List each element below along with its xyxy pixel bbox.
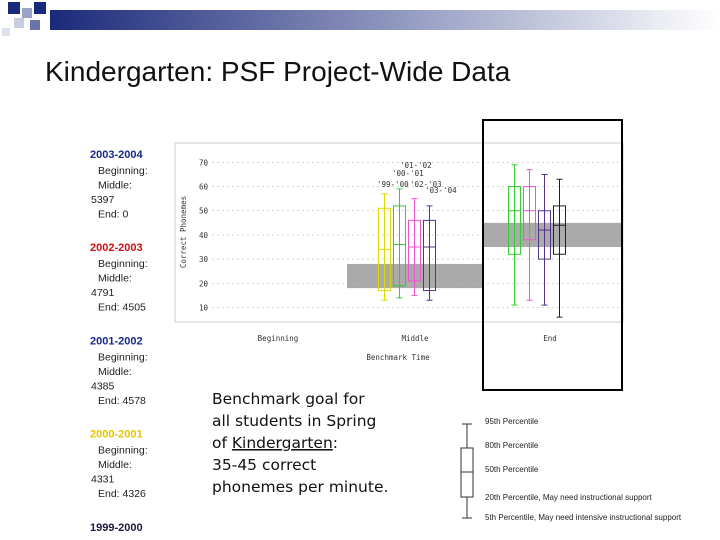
box — [538, 210, 551, 260]
sidebar-line: End: 4578 — [98, 395, 146, 407]
box — [423, 219, 436, 292]
sidebar-year: 2003-2004 — [90, 149, 143, 161]
sidebar-year: 2001-2002 — [90, 335, 143, 347]
sidebar-line: Middle: — [98, 366, 132, 378]
y-tick-label: 50 — [199, 207, 209, 216]
box — [408, 219, 421, 282]
legend-label: 20th Percentile, May need instructional … — [485, 493, 653, 502]
y-tick-label: 70 — [199, 158, 209, 167]
series-label: '02-'03 — [410, 180, 442, 189]
goal-part: of — [212, 434, 232, 452]
legend-label: 50th Percentile — [485, 465, 539, 474]
x-tick-label: Beginning — [258, 334, 299, 343]
series-label: '03-'04 — [425, 186, 457, 195]
y-tick-label: 10 — [199, 303, 209, 312]
header-decoration — [2, 2, 720, 36]
highlight-box — [482, 119, 623, 391]
sidebar-line: Beginning: — [98, 445, 148, 457]
sidebar-year: 2002-2003 — [90, 242, 143, 254]
series-label: '01-'02 — [400, 161, 432, 170]
y-axis-label: Correct Phonemes — [179, 196, 188, 268]
box — [523, 186, 536, 241]
goal-text: Benchmark goal for all students in Spring… — [212, 390, 388, 496]
goal-part: : — [333, 434, 338, 452]
goal-line: all students in Spring — [212, 412, 376, 430]
series-label: '00-'01 — [392, 169, 424, 178]
legend-diagram — [460, 423, 474, 519]
y-tick-label: 40 — [199, 231, 209, 240]
box — [393, 205, 406, 287]
sidebar-line: End: 4505 — [98, 302, 146, 314]
x-tick-label: End — [543, 334, 557, 343]
goal-line: Benchmark goal for — [212, 390, 365, 408]
sidebar-year: 2000-2001 — [90, 429, 143, 441]
sidebar-line: Beginning: — [98, 351, 148, 363]
box — [553, 205, 566, 255]
sidebar-line: 4385 — [91, 380, 115, 392]
goal-line: phonemes per minute. — [212, 478, 388, 496]
sidebar-line: End: 0 — [98, 209, 129, 221]
goal-part: all students in Spring — [212, 412, 376, 430]
goal-part: Kindergarten — [232, 434, 333, 452]
legend-label: 95th Percentile — [485, 417, 539, 426]
sidebar-line: End: 4326 — [98, 488, 146, 500]
sidebar: 2003-2004 Beginning: Middle: 5397 End: 0 2002… — [90, 149, 148, 534]
x-axis-label: Benchmark Time — [366, 353, 430, 362]
sidebar-line: 4331 — [91, 474, 115, 486]
legend-label: 80th Percentile — [485, 441, 539, 450]
sidebar-line: Middle: — [98, 180, 132, 192]
series-label: '99-'00 — [377, 180, 409, 189]
sidebar-line: 4791 — [91, 287, 115, 299]
sidebar-line: Beginning: — [98, 258, 148, 270]
box — [508, 186, 521, 255]
x-tick-label: Middle — [401, 334, 429, 343]
sidebar-line: Beginning: — [98, 165, 148, 177]
sidebar-line: 5397 — [91, 194, 115, 206]
sidebar-year: 1999-2000 — [90, 522, 143, 534]
y-tick-label: 30 — [199, 255, 209, 264]
y-tick-label: 60 — [199, 183, 209, 192]
goal-part: 35-45 correct — [212, 456, 316, 474]
sidebar-line: Middle: — [98, 273, 132, 285]
legend-label: 5th Percentile, May need intensive instr… — [485, 513, 682, 522]
goal-line: of Kindergarten: — [212, 434, 338, 452]
y-tick-label: 20 — [199, 279, 209, 288]
goal-part: Benchmark goal for — [212, 390, 365, 408]
legend: 95th Percentile 80th Percentile 50th Perce… — [485, 417, 682, 522]
goal-part: phonemes per minute. — [212, 478, 388, 496]
slide-title: Kindergarten: PSF Project-Wide Data — [45, 56, 511, 87]
goal-line: 35-45 correct — [212, 456, 316, 474]
sidebar-line: Middle: — [98, 459, 132, 471]
